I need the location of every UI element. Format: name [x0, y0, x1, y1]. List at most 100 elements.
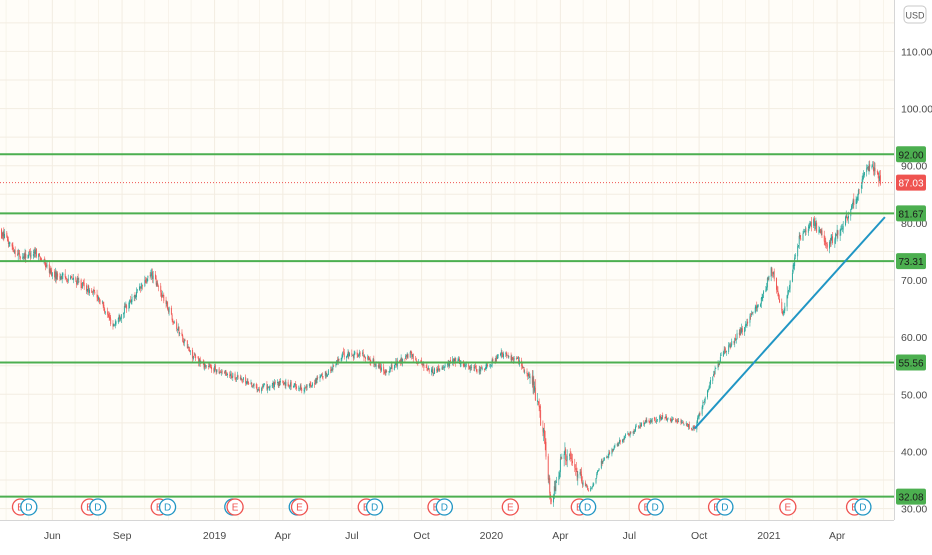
candle [765, 286, 767, 293]
candle [715, 367, 717, 369]
candle [56, 271, 58, 281]
candle [861, 175, 863, 189]
candle [600, 458, 602, 470]
dividend-marker[interactable]: D [854, 498, 872, 516]
candle [841, 223, 843, 232]
candle [66, 278, 68, 283]
candles [1, 160, 881, 507]
candle [353, 350, 355, 360]
candle [586, 483, 588, 487]
candle [522, 366, 524, 368]
candle [305, 386, 307, 389]
candle [337, 356, 339, 365]
candle [23, 252, 25, 260]
candle [606, 455, 608, 459]
candle [787, 286, 789, 299]
dividend-marker[interactable]: D [579, 498, 597, 516]
candle [1, 227, 2, 239]
candle [89, 287, 90, 296]
candle [873, 161, 875, 177]
candle [231, 375, 233, 379]
dividend-marker[interactable]: D [89, 498, 107, 516]
candle [501, 350, 503, 358]
candle [506, 354, 508, 356]
candle [543, 427, 545, 442]
candle [257, 389, 259, 393]
candle [707, 388, 709, 393]
candle [818, 225, 820, 235]
candle [692, 425, 694, 432]
earnings-marker[interactable]: E [226, 498, 244, 516]
candle [267, 383, 269, 394]
candle [346, 355, 347, 362]
candle [216, 369, 218, 374]
trendline[interactable] [693, 216, 886, 430]
currency-badge[interactable]: USD [903, 5, 927, 24]
candle [359, 351, 361, 357]
candle [54, 269, 56, 281]
dividend-marker[interactable]: D [646, 498, 664, 516]
dividend-marker[interactable]: D [435, 498, 453, 516]
candle [837, 229, 839, 239]
candle [232, 372, 234, 382]
candle [55, 269, 57, 284]
earnings-marker[interactable]: E [779, 498, 797, 516]
candle [766, 276, 768, 291]
candle [867, 164, 868, 170]
candle [746, 318, 748, 328]
candle [215, 369, 217, 375]
earnings-marker[interactable]: E [290, 498, 309, 516]
candle [428, 367, 430, 374]
candle [664, 416, 666, 421]
candle [6, 230, 8, 238]
candle [256, 384, 258, 393]
candle [3, 227, 5, 242]
candle [223, 371, 225, 374]
candle [591, 487, 592, 490]
candle [660, 417, 662, 421]
time-axis[interactable]: Jun Sep 2019 Apr Jul Oct 2020 Apr Jul Oct 2021 Apr [44, 530, 846, 542]
candle [524, 369, 526, 375]
candle [563, 451, 565, 467]
dividend-marker[interactable]: D [716, 498, 734, 516]
candle [208, 363, 209, 370]
dividend-marker[interactable]: D [20, 498, 38, 516]
candle [733, 340, 735, 345]
candle [574, 458, 576, 472]
candle [368, 357, 370, 360]
dividend-marker[interactable]: D [365, 498, 384, 516]
price-axis-tags: 92.00 81.67 73.31 55.56 32.08 87.03 [896, 146, 926, 505]
candle [136, 288, 138, 294]
candle [289, 384, 291, 390]
candle [7, 235, 9, 242]
candle [407, 353, 409, 360]
candle [792, 262, 794, 274]
dividend-marker[interactable]: D [158, 498, 177, 516]
candle [64, 269, 66, 281]
candle [11, 242, 13, 250]
price-axis[interactable]: 30.0040.0050.0060.0070.0080.0090.00100.0… [901, 46, 932, 515]
candle [853, 193, 855, 210]
earnings-marker[interactable]: E [501, 498, 519, 516]
candle [644, 420, 646, 424]
candle [619, 439, 621, 445]
candle [314, 377, 316, 385]
candle [819, 228, 821, 234]
support-resistance-levels [0, 153, 894, 498]
price-tag-label: 55.56 [898, 359, 923, 370]
candle [786, 294, 788, 312]
candle [803, 228, 805, 234]
candle [431, 367, 432, 376]
plot-area[interactable] [0, 0, 894, 520]
candle [661, 414, 663, 421]
x-tick-label: Jul [623, 530, 636, 542]
candle [264, 383, 266, 386]
candle [809, 220, 811, 229]
candle [98, 295, 100, 303]
candle [781, 298, 783, 314]
candle [160, 282, 162, 297]
candle [675, 417, 677, 423]
candle [537, 401, 539, 406]
